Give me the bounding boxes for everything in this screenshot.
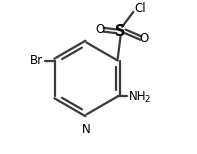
Text: 2: 2 [145, 95, 150, 104]
Text: N: N [82, 123, 91, 136]
Text: O: O [139, 32, 149, 45]
Text: Br: Br [30, 54, 44, 67]
Text: NH: NH [129, 90, 146, 103]
Text: O: O [96, 23, 105, 36]
Text: S: S [115, 24, 126, 39]
Text: Cl: Cl [134, 2, 146, 15]
